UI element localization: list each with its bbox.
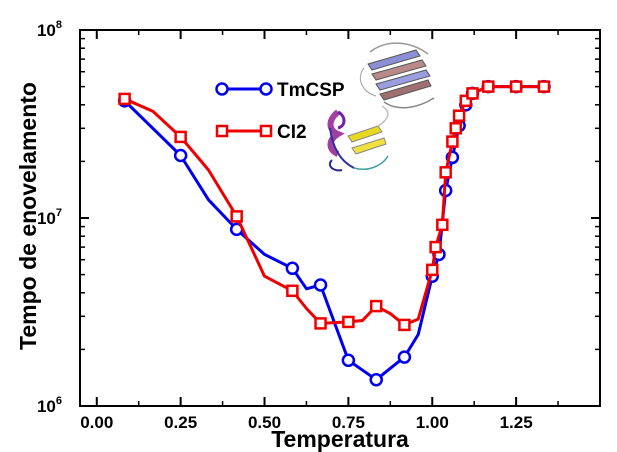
data-point-ci2 <box>459 94 473 108</box>
data-point-tmcsp <box>397 350 412 364</box>
data-point-ci2 <box>174 130 187 144</box>
data-point-tmcsp <box>173 148 188 163</box>
x-tick-label: 0.50 <box>248 413 281 432</box>
legend-marker-tmcsp <box>215 82 229 96</box>
data-point-ci2 <box>537 80 551 93</box>
data-point-ci2 <box>482 80 495 93</box>
data-point-ci2 <box>439 166 452 179</box>
x-tick-label: 1.25 <box>500 413 533 432</box>
legend-label-tmcsp: TmCSP <box>277 80 345 101</box>
data-point-ci2 <box>342 315 355 329</box>
legend-item-tmcsp: TmCSP <box>215 80 345 101</box>
data-point-ci2 <box>446 135 459 148</box>
data-point-tmcsp <box>313 278 328 292</box>
legend-marker-ci2 <box>215 124 229 138</box>
data-point-ci2 <box>398 318 411 332</box>
x-tick-label: 0.25 <box>164 413 197 432</box>
data-point-ci2 <box>369 299 383 313</box>
data-point-ci2 <box>509 80 523 93</box>
y-tick-label: 106 <box>37 395 62 416</box>
legend-marker-ci2 <box>259 124 273 138</box>
x-tick-label: 0.00 <box>80 413 113 432</box>
y-tick-label: 108 <box>37 19 62 40</box>
x-axis-title: Temperatura <box>271 426 409 452</box>
series-layer <box>117 79 551 387</box>
series-line-ci2 <box>124 85 544 327</box>
legend: TmCSP CI2 <box>215 80 345 143</box>
data-point-ci2 <box>230 210 243 223</box>
data-point-tmcsp <box>285 261 300 276</box>
data-point-ci2 <box>436 218 449 232</box>
data-point-ci2 <box>466 87 479 100</box>
data-point-ci2 <box>452 109 466 122</box>
y-axis-title: Tempo de enovelamento <box>15 82 41 350</box>
data-point-ci2 <box>286 284 299 298</box>
data-point-tmcsp <box>341 353 356 368</box>
data-point-ci2 <box>118 92 131 106</box>
data-point-ci2 <box>426 263 439 277</box>
legend-marker-tmcsp <box>259 82 273 96</box>
data-point-ci2 <box>429 240 442 254</box>
protein-ribbon-ci2 <box>327 105 389 172</box>
legend-label-ci2: CI2 <box>277 122 307 143</box>
axis-ticks: 0.00 0.25 0.50 0.75 1.00 1.25 106 107 108 <box>37 19 600 432</box>
data-point-tmcsp <box>369 372 383 387</box>
x-tick-label: 1.00 <box>416 413 449 432</box>
x-tick-label: 0.75 <box>332 413 365 432</box>
y-tick-label: 107 <box>37 207 62 228</box>
legend-item-ci2: CI2 <box>215 122 307 143</box>
data-point-ci2 <box>449 122 462 135</box>
data-point-ci2 <box>314 317 327 330</box>
protein-ribbon-tmcsp <box>359 42 435 109</box>
